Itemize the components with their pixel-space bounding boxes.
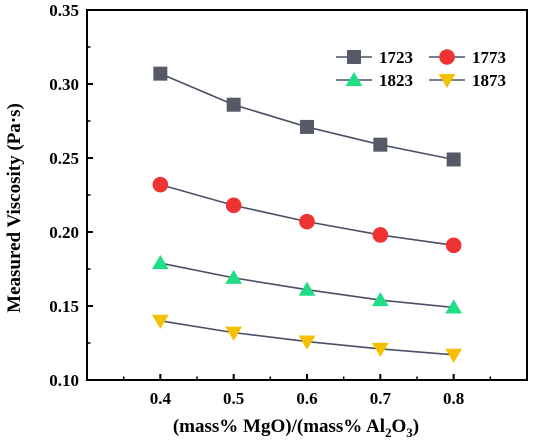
legend-label: 1873 xyxy=(472,71,506,90)
data-point xyxy=(371,292,389,307)
y-tick-label: 0.20 xyxy=(49,223,79,242)
data-point xyxy=(300,119,314,134)
legend-label: 1823 xyxy=(379,71,413,90)
legend-item-1823: 1823 xyxy=(336,71,413,90)
y-tick-label: 0.10 xyxy=(49,371,79,390)
x-tick-label: 0.8 xyxy=(443,389,464,408)
legend-item-1873: 1873 xyxy=(429,71,506,90)
data-point xyxy=(445,348,463,363)
series-1723 xyxy=(153,66,461,167)
series-1873 xyxy=(151,314,463,363)
data-point xyxy=(153,66,168,81)
x-tick-label: 0.7 xyxy=(370,389,392,408)
data-point xyxy=(151,314,169,329)
legend-marker xyxy=(438,73,456,89)
legend-marker xyxy=(345,71,363,87)
x-axis-title: (mass% MgO)/(mass% Al2O3) xyxy=(173,416,419,440)
data-point xyxy=(152,176,169,193)
x-tick-label: 0.5 xyxy=(223,389,244,408)
legend: 1723 1773 1823 1873 xyxy=(336,48,506,90)
data-point xyxy=(225,326,243,341)
legend-label: 1723 xyxy=(379,48,413,67)
legend-label: 1773 xyxy=(472,48,506,67)
legend-marker xyxy=(347,50,361,64)
y-axis-title: Measured Viscosity (Pa·s) xyxy=(4,103,25,313)
data-point xyxy=(372,227,389,243)
data-point xyxy=(445,237,462,254)
legend-marker xyxy=(439,49,455,65)
y-tick-label: 0.15 xyxy=(49,297,79,316)
plot-area xyxy=(86,9,528,381)
series-group xyxy=(151,66,463,363)
legend-item-1773: 1773 xyxy=(429,48,506,67)
data-point xyxy=(373,137,388,152)
y-axis: 0.10 0.15 0.20 0.25 0.30 0.35 xyxy=(49,1,93,390)
x-tick-label: 0.4 xyxy=(150,389,172,408)
y-tick-label: 0.30 xyxy=(49,75,79,94)
data-point xyxy=(225,269,243,284)
y-tick-label: 0.25 xyxy=(49,149,79,168)
data-point xyxy=(298,281,316,296)
x-axis: 0.4 0.5 0.6 0.7 0.8 xyxy=(122,374,492,408)
series-1773 xyxy=(152,176,462,254)
plot-frame xyxy=(86,9,528,381)
data-point xyxy=(226,97,241,112)
data-point xyxy=(371,342,389,357)
data-point xyxy=(151,255,169,270)
y-tick-label: 0.35 xyxy=(49,1,79,20)
series-1823 xyxy=(151,255,463,314)
data-point xyxy=(445,299,463,314)
data-point xyxy=(298,335,316,350)
x-tick-label: 0.6 xyxy=(296,389,317,408)
data-point xyxy=(299,213,315,230)
legend-item-1723: 1723 xyxy=(336,48,413,67)
data-point xyxy=(446,152,461,167)
data-point xyxy=(225,197,242,214)
